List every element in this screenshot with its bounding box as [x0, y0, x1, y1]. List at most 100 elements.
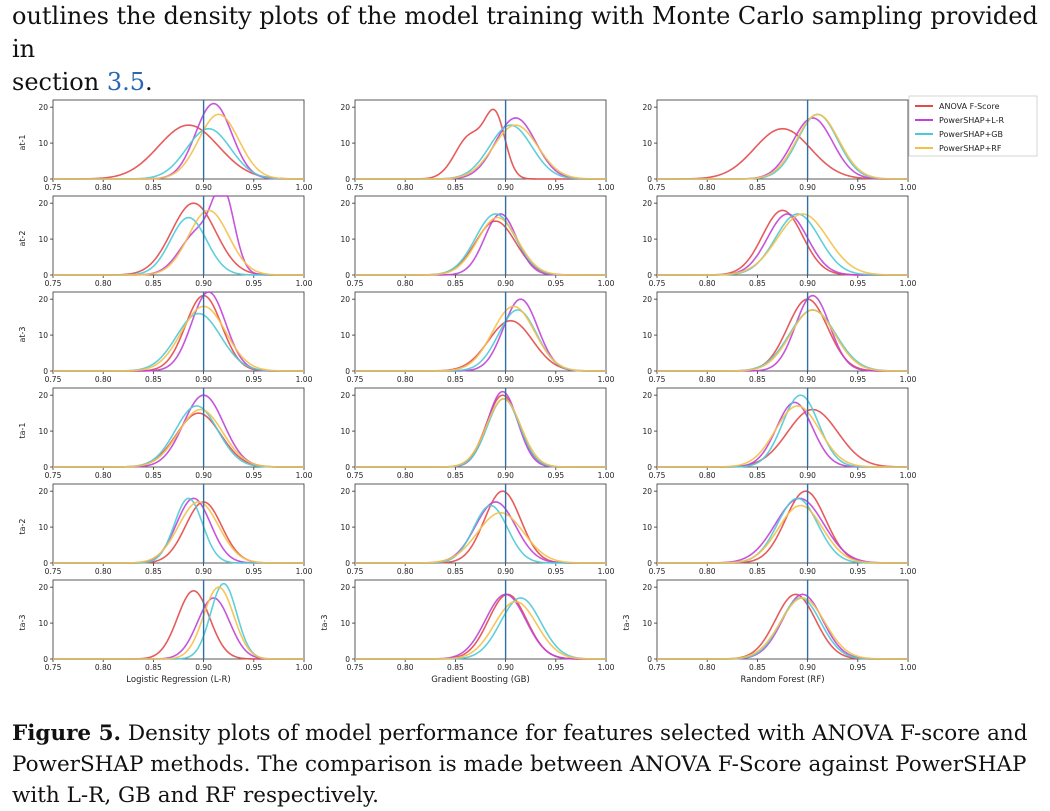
- panel-frame: [354, 291, 607, 372]
- y-tick-label: 20: [38, 391, 48, 400]
- y-tick-label: 0: [345, 463, 350, 472]
- x-tick-label: 0.95: [547, 375, 564, 384]
- x-tick-label: 0.85: [749, 471, 766, 480]
- x-tick-label: 0.80: [95, 663, 112, 672]
- y-axis-label: ta-3: [18, 614, 27, 630]
- y-axis-label: at-1: [18, 134, 27, 150]
- density-curve: [355, 124, 607, 180]
- y-tick-label: 20: [642, 199, 652, 208]
- density-curve: [53, 305, 304, 372]
- y-tick-label: 10: [340, 331, 350, 340]
- x-tick-label: 1.00: [598, 375, 615, 384]
- y-tick-label: 20: [340, 295, 350, 304]
- density-curve: [355, 305, 607, 372]
- x-tick-label: 0.95: [245, 183, 262, 192]
- x-tick-label: 0.85: [145, 567, 162, 576]
- x-tick-label: 0.85: [447, 663, 464, 672]
- x-tick-label: 0.90: [195, 375, 212, 384]
- y-tick-label: 10: [38, 235, 48, 244]
- panel-frame: [354, 387, 607, 468]
- x-tick-label: 0.80: [95, 375, 112, 384]
- x-tick-label: 0.90: [497, 663, 514, 672]
- x-tick-label: 0.95: [849, 567, 866, 576]
- density-curve: [53, 501, 304, 564]
- x-tick-label: 0.90: [799, 567, 816, 576]
- y-tick-label: 10: [642, 139, 652, 148]
- caption-label: Figure 5.: [12, 721, 122, 746]
- density-curve: [657, 113, 908, 180]
- density-curve: [355, 511, 606, 564]
- x-tick-label: 0.95: [547, 471, 564, 480]
- x-tick-label: 0.85: [145, 663, 162, 672]
- x-tick-label: 0.80: [397, 663, 414, 672]
- x-tick-label: 1.00: [296, 471, 313, 480]
- y-tick-label: 10: [38, 523, 48, 532]
- x-tick-label: 0.80: [699, 471, 716, 480]
- y-tick-label: 0: [43, 367, 48, 376]
- y-tick-label: 20: [642, 103, 652, 112]
- x-axis-label: Random Forest (RF): [740, 675, 824, 685]
- x-tick-label: 0.85: [447, 471, 464, 480]
- x-axis-label: Gradient Boosting (GB): [431, 675, 530, 685]
- density-curve: [53, 209, 304, 276]
- intro-prefix: section: [12, 68, 107, 96]
- x-tick-label: 0.95: [849, 279, 866, 288]
- y-tick-label: 0: [647, 463, 652, 472]
- intro-suffix: .: [145, 68, 153, 96]
- x-tick-label: 1.00: [900, 567, 917, 576]
- y-tick-label: 0: [345, 559, 350, 568]
- y-tick-label: 0: [647, 271, 652, 280]
- y-tick-label: 10: [38, 619, 48, 628]
- x-tick-label: 1.00: [598, 279, 615, 288]
- x-tick-label: 0.95: [245, 567, 262, 576]
- legend-label: PowerSHAP+RF: [939, 144, 1002, 153]
- x-tick-label: 0.80: [699, 663, 716, 672]
- x-tick-label: 0.75: [649, 279, 666, 288]
- section-link[interactable]: 3.5: [106, 68, 145, 96]
- x-axis-label: Logistic Regression (L-R): [126, 675, 230, 685]
- x-tick-label: 0.75: [45, 663, 62, 672]
- y-tick-label: 0: [345, 655, 350, 664]
- intro-line: outlines the density plots of the model …: [12, 2, 1038, 63]
- y-tick-label: 0: [43, 175, 48, 184]
- y-tick-label: 0: [345, 367, 350, 376]
- density-curve: [53, 113, 304, 180]
- panel-frame: [52, 99, 305, 180]
- x-tick-label: 0.75: [649, 663, 666, 672]
- y-tick-label: 0: [43, 559, 48, 568]
- x-tick-label: 0.75: [347, 375, 364, 384]
- x-tick-label: 0.85: [145, 183, 162, 192]
- x-tick-label: 1.00: [598, 183, 615, 192]
- x-tick-label: 0.85: [749, 567, 766, 576]
- y-tick-label: 0: [43, 271, 48, 280]
- x-tick-label: 0.75: [347, 663, 364, 672]
- x-tick-label: 0.75: [649, 567, 666, 576]
- x-tick-label: 0.90: [497, 567, 514, 576]
- y-tick-label: 20: [340, 487, 350, 496]
- x-tick-label: 0.85: [447, 375, 464, 384]
- panel-frame: [354, 99, 607, 180]
- x-tick-label: 0.85: [749, 375, 766, 384]
- y-tick-label: 20: [38, 103, 48, 112]
- x-tick-label: 0.85: [145, 279, 162, 288]
- y-axis-label: ta-3: [320, 614, 329, 630]
- x-tick-label: 0.95: [849, 375, 866, 384]
- x-tick-label: 0.85: [145, 375, 162, 384]
- x-tick-label: 0.90: [497, 375, 514, 384]
- x-tick-label: 0.80: [95, 183, 112, 192]
- x-tick-label: 0.85: [447, 183, 464, 192]
- x-tick-label: 0.95: [547, 567, 564, 576]
- y-tick-label: 20: [642, 583, 652, 592]
- x-tick-label: 0.85: [749, 279, 766, 288]
- x-tick-label: 0.95: [547, 183, 564, 192]
- x-tick-label: 1.00: [900, 663, 917, 672]
- y-tick-label: 20: [642, 487, 652, 496]
- y-tick-label: 20: [642, 295, 652, 304]
- y-tick-label: 20: [38, 583, 48, 592]
- x-tick-label: 1.00: [296, 279, 313, 288]
- x-tick-label: 0.80: [95, 279, 112, 288]
- y-tick-label: 10: [38, 139, 48, 148]
- density-curve: [657, 309, 908, 372]
- x-tick-label: 0.95: [245, 663, 262, 672]
- x-tick-label: 0.75: [347, 567, 364, 576]
